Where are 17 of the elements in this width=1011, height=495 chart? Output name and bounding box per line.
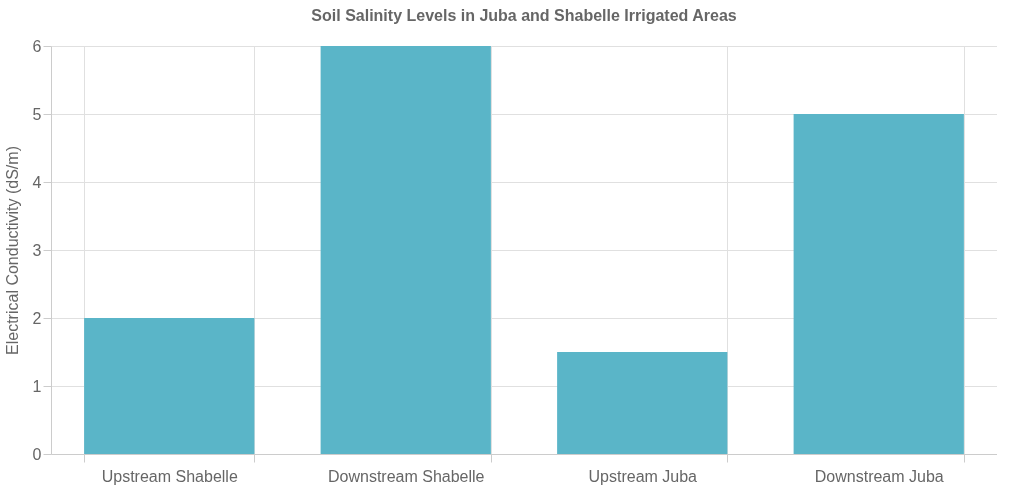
bar (557, 352, 728, 454)
y-tick-label: 2 (32, 309, 42, 327)
y-tick-label: 1 (32, 377, 42, 395)
x-tick-label: Upstream Juba (588, 467, 698, 485)
y-tick-label: 4 (32, 173, 42, 191)
bar (320, 46, 491, 454)
x-tick-label: Upstream Shabelle (101, 467, 238, 485)
y-tick-label: 5 (32, 105, 42, 123)
bar (84, 318, 255, 454)
y-tick-label: 6 (32, 37, 42, 55)
y-axis-title: Electrical Conductivity (dS/m) (3, 146, 21, 355)
y-tick-label: 3 (32, 241, 42, 259)
chart-title: Soil Salinity Levels in Juba and Shabelle Irrigated Areas (311, 7, 737, 24)
x-tick-label: Downstream Juba (814, 467, 944, 485)
x-tick-label: Downstream Shabelle (327, 467, 485, 485)
y-tick-label: 0 (32, 445, 42, 463)
bar (793, 114, 964, 454)
